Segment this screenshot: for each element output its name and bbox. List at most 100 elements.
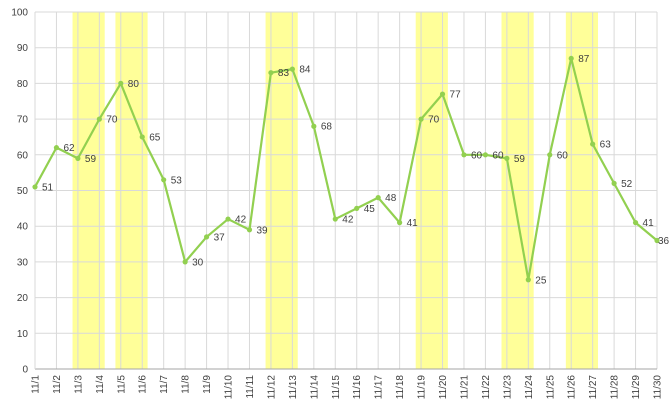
- x-tick-label: 11/26: [567, 375, 578, 400]
- data-label: 36: [658, 236, 669, 247]
- data-label: 70: [106, 115, 118, 126]
- x-tick-label: 11/14: [309, 375, 320, 400]
- data-label: 70: [428, 115, 440, 126]
- data-point: [161, 177, 167, 183]
- x-tick-label: 11/13: [288, 375, 299, 400]
- x-tick-label: 11/5: [116, 375, 127, 394]
- y-tick-label: 50: [17, 186, 29, 197]
- data-point: [311, 123, 317, 129]
- x-tick-label: 11/6: [138, 375, 149, 394]
- data-label: 83: [278, 68, 290, 79]
- data-point: [482, 152, 489, 158]
- data-point: [504, 155, 510, 161]
- x-tick-label: 11/19: [417, 375, 428, 400]
- x-tick-label: 11/20: [438, 375, 449, 400]
- data-label: 59: [514, 154, 526, 165]
- data-point: [75, 155, 81, 161]
- x-tick-label: 11/12: [266, 375, 277, 400]
- x-tick-label: 11/8: [181, 375, 192, 394]
- data-point: [397, 220, 403, 226]
- data-point: [632, 220, 639, 226]
- y-tick-label: 80: [17, 79, 29, 90]
- data-point: [32, 184, 38, 190]
- y-tick-label: 30: [17, 257, 29, 268]
- data-point: [654, 237, 660, 244]
- data-label: 65: [149, 132, 161, 143]
- x-tick-label: 11/4: [95, 375, 106, 394]
- data-label: 62: [63, 143, 75, 154]
- data-point: [225, 216, 231, 222]
- series-line: [34, 57, 658, 281]
- x-tick-label: 11/29: [631, 375, 642, 400]
- data-label: 77: [450, 90, 462, 101]
- data-label: 42: [235, 215, 247, 226]
- y-tick-label: 10: [17, 329, 29, 340]
- x-tick-label: 11/1: [31, 375, 42, 394]
- data-point: [182, 259, 188, 265]
- y-tick-label: 90: [17, 43, 29, 54]
- data-point: [375, 195, 381, 201]
- series-line-path: [34, 57, 658, 281]
- x-tick-label: 11/27: [588, 375, 599, 400]
- data-point: [332, 216, 338, 222]
- y-tick-label: 40: [17, 222, 29, 233]
- x-tick-label: 11/7: [159, 375, 170, 394]
- x-tick-label: 11/25: [545, 375, 556, 400]
- x-tick-label: 11/10: [224, 375, 235, 400]
- y-tick-label: 0: [22, 365, 28, 376]
- x-tick-label: 11/18: [395, 375, 406, 400]
- x-tick-label: 11/17: [374, 375, 385, 400]
- x-tick-label: 11/22: [481, 375, 492, 400]
- data-point: [354, 205, 360, 211]
- data-point: [268, 70, 274, 76]
- data-point: [611, 180, 617, 186]
- data-point: [246, 227, 253, 233]
- data-label: 80: [128, 79, 140, 90]
- x-tick-label: 11/28: [610, 375, 621, 400]
- axes: [34, 12, 657, 370]
- y-tick-label: 70: [17, 115, 29, 126]
- x-tick-label: 11/16: [352, 375, 363, 400]
- x-tick-label: 11/24: [524, 375, 535, 400]
- data-point: [139, 134, 145, 140]
- x-tick-label: 11/11: [245, 375, 256, 399]
- data-label: 48: [385, 193, 397, 204]
- data-label: 63: [600, 140, 612, 151]
- data-label: 53: [171, 175, 183, 186]
- data-point: [289, 66, 295, 72]
- data-label: 60: [492, 150, 504, 161]
- data-point: [418, 116, 424, 122]
- y-tick-label: 100: [11, 8, 28, 19]
- data-label: 45: [364, 204, 376, 215]
- x-tick-label: 11/15: [331, 375, 342, 400]
- x-tick-label: 11/2: [52, 375, 63, 394]
- data-point: [568, 55, 574, 62]
- data-label: 52: [621, 179, 633, 190]
- data-point: [203, 234, 210, 240]
- data-point: [118, 80, 124, 86]
- data-point: [590, 141, 596, 147]
- x-tick-label: 11/21: [459, 375, 470, 400]
- data-label: 60: [471, 150, 483, 161]
- data-points: [32, 55, 660, 283]
- data-label: 30: [192, 257, 204, 268]
- data-label: 39: [256, 225, 268, 236]
- x-tick-label: 11/3: [73, 375, 84, 394]
- data-label: 68: [321, 122, 333, 133]
- data-point: [525, 277, 531, 283]
- data-label: 25: [535, 275, 547, 286]
- data-label: 51: [42, 182, 54, 193]
- x-tick-label: 11/23: [502, 375, 513, 400]
- data-label: 37: [214, 232, 226, 243]
- data-label: 41: [643, 218, 655, 229]
- data-label: 42: [342, 215, 354, 226]
- x-axis-tick-labels: 11/1 11/2 11/3 11/4 11/5 11/6 11/7 11/8 11/9 11/1…: [31, 375, 664, 400]
- x-tick-label: 11/9: [202, 375, 213, 394]
- x-tick-label: 11/30: [653, 375, 664, 400]
- data-point: [439, 91, 446, 97]
- data-label: 87: [578, 54, 590, 65]
- data-label: 59: [85, 154, 97, 165]
- y-tick-label: 20: [17, 293, 29, 304]
